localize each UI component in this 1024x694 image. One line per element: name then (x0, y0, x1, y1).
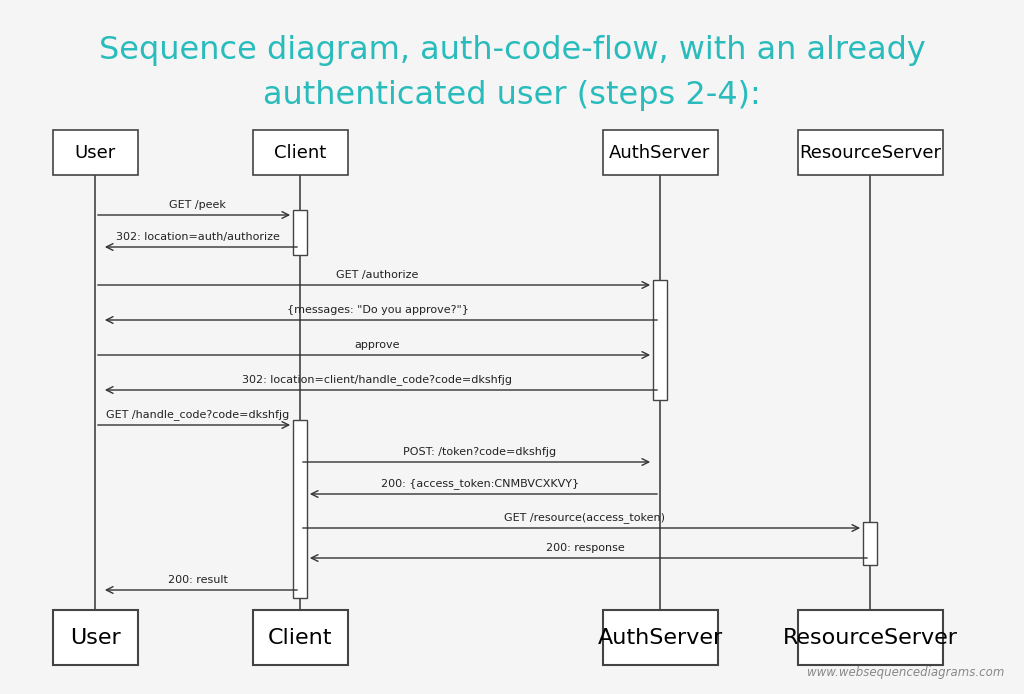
Text: 200: {access_token:CNMBVCXKVY}: 200: {access_token:CNMBVCXKVY} (381, 478, 579, 489)
Bar (253, 610, 347, 665)
Bar (253, 130, 347, 175)
Text: Client: Client (273, 144, 326, 162)
Text: authenticated user (steps 2-4):: authenticated user (steps 2-4): (263, 80, 761, 110)
Text: ResourceServer: ResourceServer (782, 627, 957, 648)
Text: 200: response: 200: response (546, 543, 625, 553)
Text: 302: location=client/handle_code?code=dkshfjg: 302: location=client/handle_code?code=dk… (243, 374, 512, 385)
Text: Client: Client (267, 627, 332, 648)
Text: User: User (70, 627, 121, 648)
Bar (798, 130, 942, 175)
Text: approve: approve (354, 340, 400, 350)
Text: POST: /token?code=dkshfjg: POST: /token?code=dkshfjg (403, 447, 557, 457)
Bar (293, 210, 307, 255)
Text: ResourceServer: ResourceServer (799, 144, 941, 162)
Text: {messages: "Do you approve?"}: {messages: "Do you approve?"} (287, 305, 468, 315)
Bar (798, 610, 942, 665)
Text: 302: location=auth/authorize: 302: location=auth/authorize (116, 232, 280, 242)
Text: GET /peek: GET /peek (169, 200, 226, 210)
Bar (653, 280, 667, 400)
Bar (863, 522, 877, 565)
Bar (293, 420, 307, 598)
Text: GET /handle_code?code=dkshfjg: GET /handle_code?code=dkshfjg (105, 409, 289, 420)
Text: AuthServer: AuthServer (609, 144, 711, 162)
Bar (602, 610, 718, 665)
Text: 200: result: 200: result (168, 575, 227, 585)
Text: GET /resource(access_token): GET /resource(access_token) (505, 512, 666, 523)
Text: GET /authorize: GET /authorize (336, 270, 419, 280)
Text: Sequence diagram, auth-code-flow, with an already: Sequence diagram, auth-code-flow, with a… (98, 35, 926, 65)
Text: User: User (75, 144, 116, 162)
Bar (52, 130, 137, 175)
Text: AuthServer: AuthServer (597, 627, 723, 648)
Bar (52, 610, 137, 665)
Bar (602, 130, 718, 175)
Text: www.websequencediagrams.com: www.websequencediagrams.com (807, 666, 1004, 679)
